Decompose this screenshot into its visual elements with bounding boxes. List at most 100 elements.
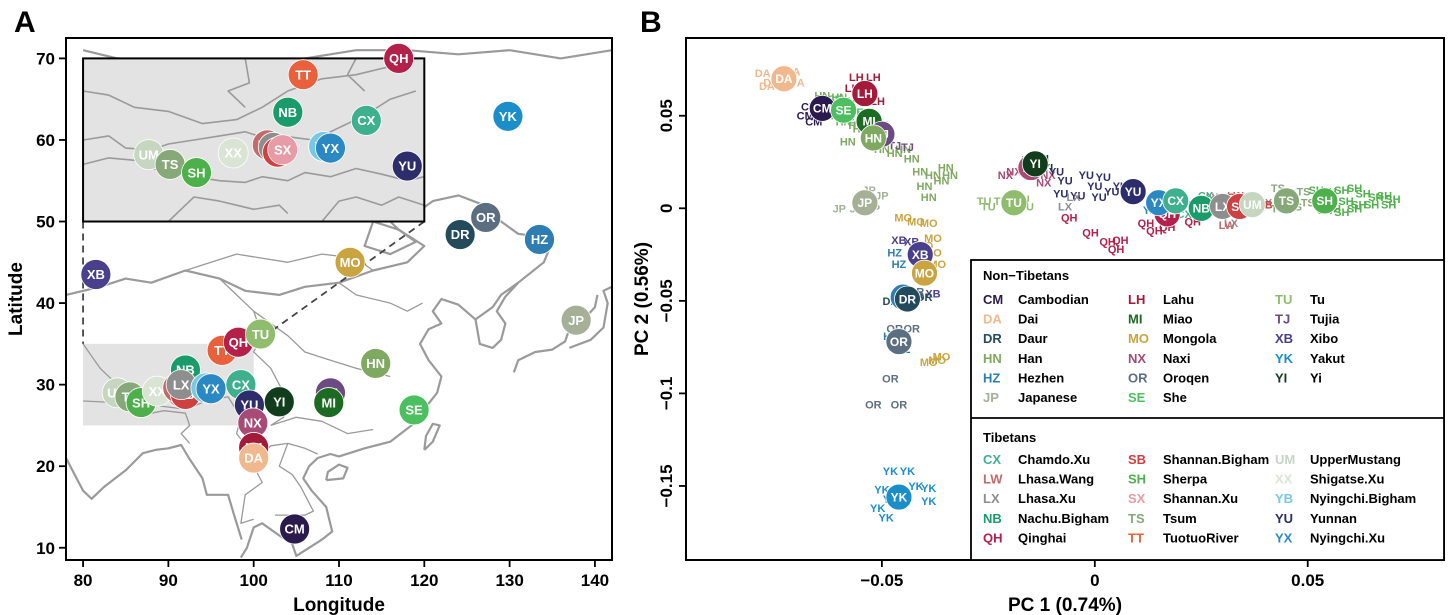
- sample-sh-9: SH: [1351, 200, 1366, 212]
- centroid-jp: JP: [851, 189, 879, 217]
- centroid-da-circle: [770, 65, 798, 93]
- legend-name-xb: Xibo: [1310, 331, 1338, 346]
- sample-mo-7: MO: [933, 351, 951, 363]
- legend-name-qh: Qinghai: [1018, 530, 1066, 545]
- pc2-tick-label-2: −0.05: [657, 279, 676, 322]
- y-tick-label-20: 20: [36, 457, 55, 476]
- sample-nx-2: NX: [1036, 177, 1052, 189]
- legend-name-yx: Nyingchi.Xu: [1310, 530, 1385, 545]
- sample-sh-11: SH: [1381, 200, 1396, 212]
- map-point-cm: CM: [279, 513, 311, 545]
- legend-name-da: Dai: [1018, 312, 1038, 327]
- map-point-nx: NX: [237, 407, 269, 439]
- centroid-sh-label: SH: [1316, 194, 1333, 208]
- centroid-mo-label: MO: [915, 266, 934, 280]
- centroid-tu: TU: [1000, 189, 1028, 217]
- sample-mo-2: MO: [920, 218, 938, 230]
- centroid-yi: YI: [1021, 150, 1049, 178]
- sample-lh-0: LH: [849, 72, 864, 84]
- sample-sh-15: SH: [1347, 203, 1362, 215]
- map-point-tu-label: TU: [252, 327, 269, 342]
- legend-code-nx: NX: [1128, 351, 1146, 366]
- centroid-yk-circle: [885, 483, 913, 511]
- legend-code-yb: YB: [1275, 491, 1293, 506]
- legend-name-yu: Yunnan: [1310, 511, 1357, 526]
- sample-nx-0: NX: [998, 170, 1014, 182]
- sample-qh-6: QH: [1146, 226, 1163, 238]
- legend-code-cm: CM: [983, 292, 1003, 307]
- inset-point-yx: YX: [315, 132, 346, 164]
- legend-group-title-1: Tibetans: [983, 430, 1036, 445]
- centroid-um-label: UM: [1243, 198, 1262, 212]
- inset-point-um-label: UM: [139, 147, 159, 162]
- coastline-8: [325, 463, 349, 482]
- legend-name-sx: Shannan.Xu: [1163, 491, 1238, 506]
- sample-hz-0: HZ: [887, 248, 902, 260]
- sample-or-5: OR: [891, 400, 908, 412]
- pc2-tick-label-1: 0: [657, 204, 676, 213]
- panel-a-letter: A: [14, 6, 36, 39]
- inset-point-sx-label: SX: [274, 142, 292, 157]
- map-point-da-label: DA: [244, 451, 263, 466]
- y-tick-label-40: 40: [36, 294, 55, 313]
- centroid-da-label: DA: [775, 72, 793, 86]
- map-point-dr: DR: [444, 219, 476, 250]
- sample-sh-8: SH: [1338, 196, 1353, 208]
- sample-sh-10: SH: [1364, 200, 1379, 212]
- centroid-nb-label: NB: [1193, 202, 1211, 216]
- sample-ts-5: TS: [1296, 187, 1310, 199]
- centroid-yi-circle: [1021, 150, 1049, 178]
- legend-code-xb: XB: [1275, 331, 1293, 346]
- centroid-hn-label: HN: [865, 131, 882, 145]
- map-point-jp-label: JP: [568, 313, 584, 328]
- map-point-cm-circle: [279, 513, 311, 545]
- centroid-jp-label: JP: [858, 196, 873, 210]
- legend-name-nb: Nachu.Bigham: [1018, 511, 1109, 526]
- centroid-lh: LH: [851, 80, 879, 107]
- inset-point-tt-label: TT: [295, 67, 311, 82]
- sample-hz-1: HZ: [892, 259, 907, 271]
- sample-xb-3: XB: [925, 288, 940, 300]
- sample-mo-9: MO: [920, 357, 938, 369]
- map-point-xx-label: XX: [149, 384, 167, 399]
- centroid-xb-label: XB: [912, 248, 929, 262]
- legend-name-tt: TuotuoRiver: [1163, 530, 1239, 545]
- sample-yu-3: YU: [1087, 181, 1102, 193]
- inset-point-tt: TT: [287, 59, 319, 91]
- map-point-yi-label: YI: [273, 394, 285, 409]
- legend-name-cm: Cambodian: [1018, 292, 1089, 307]
- map-point-cm-label: CM: [285, 522, 305, 537]
- inset-line-4: [321, 196, 425, 223]
- pc2-tick-label-4: −0.15: [657, 464, 676, 507]
- inset-zoom-border: [82, 57, 426, 223]
- legend-name-dr: Daur: [1018, 331, 1048, 346]
- map-point-mi-label: MI: [322, 395, 336, 410]
- pca-panel: DADADADADALHLHLHLHLHCMCMCMCMHNHNHNHNHNHN…: [632, 37, 1445, 615]
- sample-yk-3: YK: [921, 483, 936, 495]
- sample-lx-3: LX: [1224, 218, 1239, 230]
- map-point-se-circle: [398, 394, 430, 426]
- x-tick-label-90: 90: [159, 571, 178, 590]
- sample-sh-5: SH: [1368, 192, 1383, 204]
- inset-point-nb-circle: [272, 96, 304, 128]
- sample-or-3: OR: [882, 374, 899, 386]
- sample-ts-3: TS: [1301, 198, 1315, 210]
- map-point-hn-circle: [360, 348, 392, 379]
- map-point-yx-label: YX: [202, 381, 220, 396]
- legend-code-hn: HN: [983, 351, 1002, 366]
- map-point-yi-circle: [263, 386, 295, 418]
- legend-code-um: UM: [1275, 452, 1295, 467]
- border-6: [338, 282, 423, 312]
- legend-code-lh: LH: [1128, 292, 1145, 307]
- legend-name-yk: Yakut: [1310, 351, 1345, 366]
- sample-qh-5: QH: [1138, 218, 1155, 230]
- y-tick-label-10: 10: [36, 539, 55, 558]
- centroid-yu: YU: [1119, 178, 1147, 206]
- map-point-da: DA: [238, 442, 270, 474]
- map-point-mo-label: MO: [340, 255, 361, 270]
- legend-name-hz: Hezhen: [1018, 370, 1064, 385]
- coastline-3: [239, 297, 477, 559]
- sample-yu-5: YU: [1104, 187, 1119, 199]
- legend-code-jp: JP: [983, 390, 999, 405]
- sample-hn-6: HN: [887, 148, 903, 160]
